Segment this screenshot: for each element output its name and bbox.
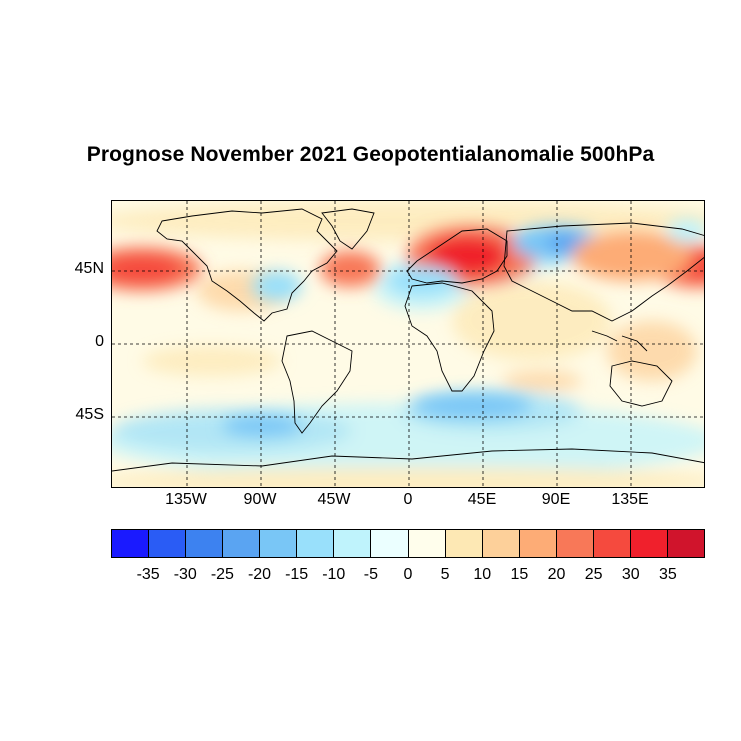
- graticule: [112, 201, 704, 487]
- lat-label-45n: 45N: [74, 260, 104, 277]
- colorbar-cell: [223, 530, 261, 557]
- colorbar-tick-label: 20: [547, 566, 566, 583]
- lat-label-equator: 0: [95, 333, 104, 350]
- anomaly-map: [111, 200, 705, 488]
- colorbar-tick-label: -10: [322, 566, 346, 583]
- colorbar-cell: [593, 530, 631, 557]
- colorbar-cell: [149, 530, 187, 557]
- lon-label-45e: 45E: [467, 491, 497, 508]
- anomaly-field: [112, 201, 704, 487]
- colorbar-tick-label: -30: [173, 566, 197, 583]
- colorbar-cell: [334, 530, 372, 557]
- colorbar-tick-label: 15: [510, 566, 529, 583]
- colorbar-cell: [482, 530, 520, 557]
- colorbar-cell: [556, 530, 594, 557]
- colorbar-tick-label: -5: [363, 566, 378, 583]
- lon-label-135e: 135E: [611, 491, 649, 508]
- colorbar-cell: [371, 530, 409, 557]
- colorbar-tick-label: 35: [658, 566, 677, 583]
- colorbar-tick-label: 5: [440, 566, 450, 583]
- colorbar-tick-label: 25: [584, 566, 603, 583]
- colorbar: [111, 529, 705, 558]
- colorbar-cell: [667, 530, 704, 557]
- colorbar-tick-label: -20: [247, 566, 272, 583]
- map-canvas: [112, 201, 704, 487]
- lon-label-135w: 135W: [165, 491, 207, 508]
- colorbar-tick-label: -35: [136, 566, 160, 583]
- colorbar-cell: [260, 530, 298, 557]
- colorbar-tick-label: 10: [473, 566, 492, 583]
- colorbar-tick-label: -25: [210, 566, 234, 583]
- lat-label-45s: 45S: [75, 406, 104, 423]
- colorbar-cell: [408, 530, 446, 557]
- chart-title: Prognose November 2021 Geopotentialanoma…: [86, 143, 655, 166]
- colorbar-cell: [630, 530, 668, 557]
- coastlines: [112, 208, 704, 472]
- lon-label-90e: 90E: [541, 491, 571, 508]
- colorbar-cell: [112, 530, 150, 557]
- colorbar-tick-label: 0: [403, 566, 413, 583]
- colorbar-cell: [297, 530, 335, 557]
- colorbar-cell: [445, 530, 483, 557]
- lon-label-45w: 45W: [317, 491, 351, 508]
- lon-label-90w: 90W: [243, 491, 277, 508]
- colorbar-tick-label: -15: [285, 566, 309, 583]
- colorbar-cell: [186, 530, 224, 557]
- lon-label-0: 0: [403, 491, 413, 508]
- colorbar-tick-label: 30: [621, 566, 640, 583]
- colorbar-cell: [519, 530, 557, 557]
